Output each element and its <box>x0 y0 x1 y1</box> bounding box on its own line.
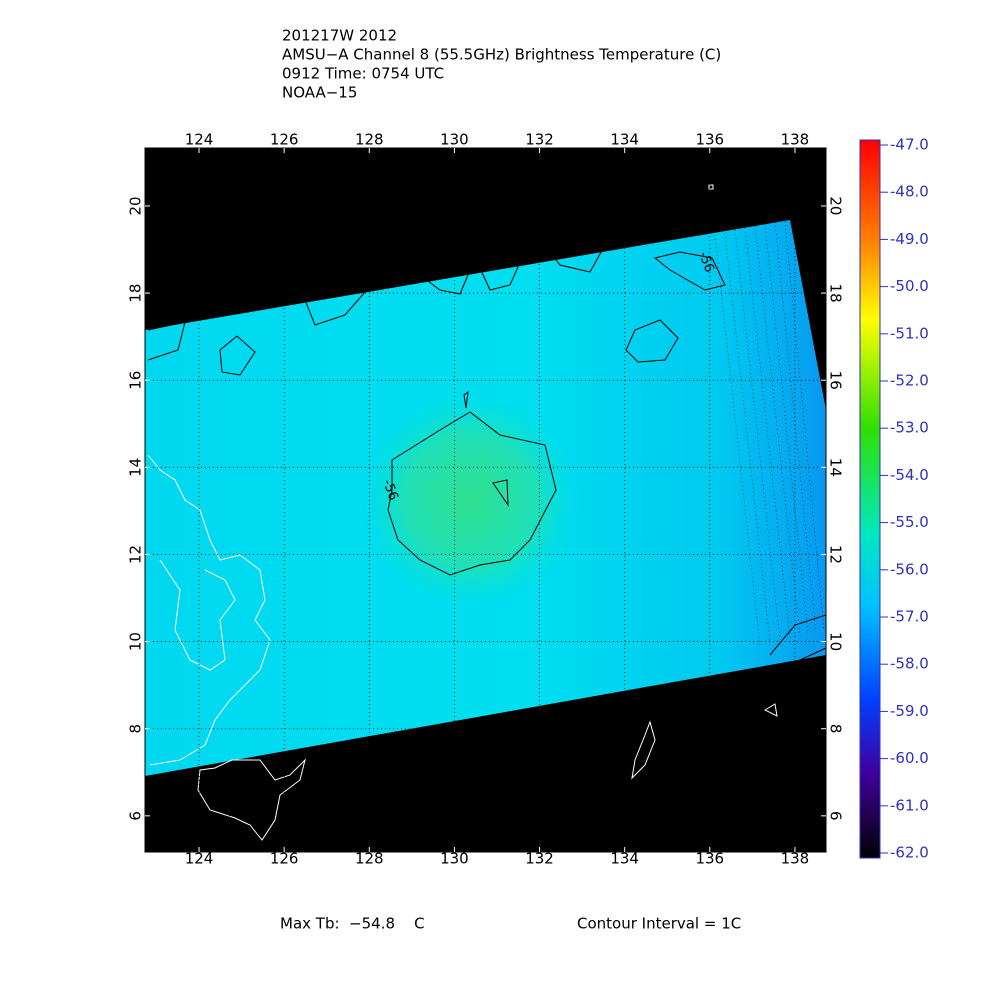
x-tick-label: 138 <box>781 131 810 149</box>
y-tick-label: 16 <box>827 371 845 390</box>
colorbar-tick-label: -61.0 <box>890 796 929 814</box>
y-tick-label: 12 <box>827 545 845 564</box>
x-tick-label: 136 <box>695 131 724 149</box>
x-tick-label: 132 <box>525 131 554 149</box>
x-tick-label: 136 <box>695 850 724 868</box>
x-tick-label: 124 <box>185 850 214 868</box>
coastline <box>159 559 236 671</box>
colorbar-tick-label: -57.0 <box>890 608 929 626</box>
colorbar-tick-label: -59.0 <box>890 702 929 720</box>
colorbar-tick-label: -55.0 <box>890 513 929 531</box>
contour <box>147 321 186 361</box>
y-tick-label: 20 <box>827 196 845 215</box>
colorbar-tick-label: -52.0 <box>890 372 929 390</box>
colorbar-tick-label: -58.0 <box>890 655 929 673</box>
y-tick-label: 10 <box>127 632 145 651</box>
coastline <box>763 703 778 717</box>
contour <box>219 335 256 376</box>
contour <box>387 411 557 576</box>
title-line: NOAA−15 <box>282 84 357 102</box>
map: -56 -56 <box>144 147 827 853</box>
coastline <box>147 454 271 766</box>
y-tick-label: 14 <box>827 458 845 477</box>
colorbar: -47.0 -48.0 -49.0 -50.0 -51.0 -52.0 -53.0 -54.0… <box>859 136 929 862</box>
colorbar-tick-label: -47.0 <box>890 136 929 154</box>
y-tick-label: 16 <box>127 371 145 390</box>
coastline <box>631 720 656 780</box>
y-tick-label: 8 <box>127 724 145 734</box>
title-line: 0912 Time: 0754 UTC <box>282 65 444 83</box>
y-tick-label: 20 <box>127 196 145 215</box>
x-tick-label: 126 <box>270 850 299 868</box>
y-tick-label: 8 <box>827 724 845 734</box>
contour-label: -56 <box>379 477 400 502</box>
max-tb: Max Tb: −54.8 C <box>280 915 425 933</box>
coastline <box>197 758 306 841</box>
header: 201217W 2012 AMSU−A Channel 8 (55.5GHz) … <box>282 27 721 102</box>
y-tick-label: 12 <box>127 545 145 564</box>
contour-interval: Contour Interval = 1C <box>577 915 741 933</box>
x-tick-label: 128 <box>355 131 384 149</box>
y-tick-label: 6 <box>127 811 145 821</box>
contour <box>399 269 471 295</box>
colorbar-tick-label: -51.0 <box>890 324 929 342</box>
contour <box>304 291 366 326</box>
x-tick-label: 134 <box>610 131 639 149</box>
colorbar-tick-label: -62.0 <box>890 844 929 862</box>
title-line: 201217W 2012 <box>282 27 397 45</box>
coastline <box>708 184 714 190</box>
title-line: AMSU−A Channel 8 (55.5GHz) Brightness Te… <box>282 46 721 64</box>
y-tick-label: 10 <box>827 632 845 651</box>
contour <box>625 319 679 363</box>
colorbar-tick-label: -53.0 <box>890 419 929 437</box>
colorbar-tick-label: -48.0 <box>890 183 929 201</box>
contour <box>463 390 469 409</box>
contour <box>549 244 606 273</box>
x-tick-label: 132 <box>525 850 554 868</box>
y-tick-label: 6 <box>827 811 845 821</box>
contour-label: -56 <box>695 249 716 274</box>
x-tick-label: 134 <box>610 850 639 868</box>
colorbar-tick-label: -50.0 <box>890 277 929 295</box>
x-tick-label: 124 <box>185 131 214 149</box>
colorbar-tick-label: -56.0 <box>890 560 929 578</box>
x-tick-label: 130 <box>440 131 469 149</box>
warm-core <box>145 220 826 776</box>
contour <box>653 251 726 291</box>
x-tick-label: 130 <box>440 850 469 868</box>
x-tick-label: 138 <box>781 850 810 868</box>
colorbar-gradient <box>859 139 881 859</box>
map-frame <box>144 147 827 853</box>
x-tick-label: 126 <box>270 131 299 149</box>
contour <box>479 257 523 291</box>
y-tick-label: 18 <box>827 284 845 303</box>
colorbar-tick-label: -60.0 <box>890 749 929 767</box>
footer: Max Tb: −54.8 C Contour Interval = 1C <box>280 915 741 933</box>
y-tick-label: 18 <box>127 284 145 303</box>
coastlines <box>147 184 778 841</box>
contours <box>147 244 827 661</box>
contour <box>492 479 509 507</box>
colorbar-tick-label: -54.0 <box>890 466 929 484</box>
x-tick-label: 128 <box>355 850 384 868</box>
y-tick-label: 14 <box>127 458 145 477</box>
colorbar-tick-label: -49.0 <box>890 230 929 248</box>
